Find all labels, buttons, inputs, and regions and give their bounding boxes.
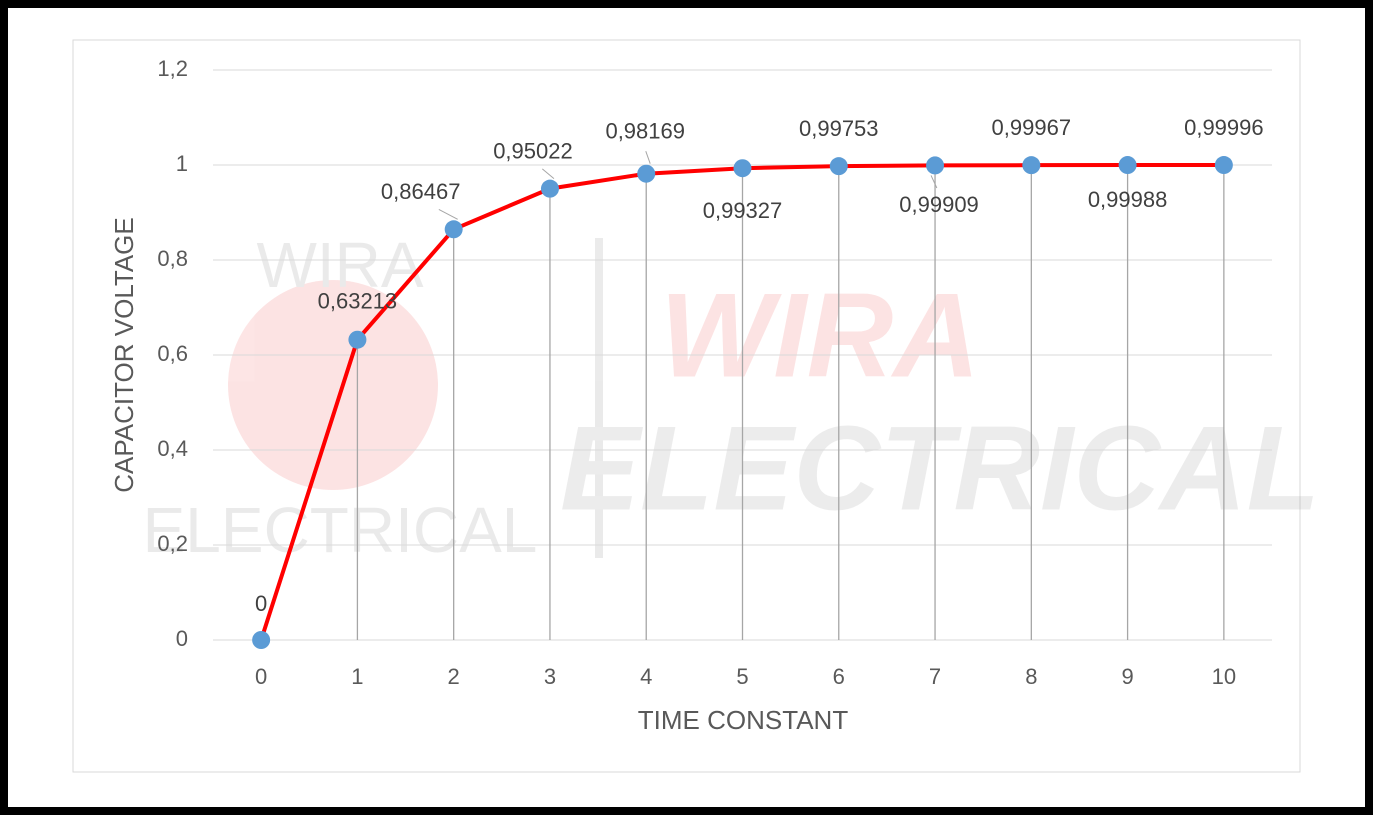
data-label: 0 [255,591,267,616]
point [926,156,945,175]
data-label: 0,99327 [703,198,783,223]
x-tick-label: 6 [833,664,845,689]
data-label: 0,99996 [1184,115,1264,140]
point [540,179,559,198]
x-tick-label: 10 [1212,664,1236,689]
point [1118,156,1137,175]
data-label: 0,99967 [992,115,1072,140]
y-tick-label: 1,2 [157,56,188,81]
point [348,330,367,349]
point [1214,156,1233,175]
watermark-divider [595,238,603,558]
data-label: 0,63213 [318,289,398,314]
data-label: 0,86467 [381,179,461,204]
point [637,164,656,183]
y-tick-label: 0,4 [157,436,188,461]
x-tick-label: 1 [351,664,363,689]
x-tick-label: 4 [640,664,652,689]
point [733,159,752,178]
watermark: WIRA ELECTRICAL WIRA ELECTRICAL [143,229,1320,566]
data-label: 0,99988 [1088,187,1168,212]
point [1022,156,1041,175]
leader-line [645,150,651,164]
y-tick-label: 0,6 [157,341,188,366]
y-tick-label: 0,8 [157,246,188,271]
x-tick-label: 5 [736,664,748,689]
watermark-text: ELECTRICAL [560,402,1320,536]
data-label: 0,95022 [493,138,573,163]
x-tick-label: 3 [544,664,556,689]
y-axis-title: CAPACITOR VOLTAGE [109,217,139,492]
point [829,157,848,176]
x-tick-label: 2 [448,664,460,689]
x-tick-label: 9 [1121,664,1133,689]
x-tick-label: 7 [929,664,941,689]
data-label: 0,98169 [605,119,685,144]
point [444,220,463,239]
data-label: 0,99909 [899,192,979,217]
leader-line [930,175,938,189]
x-axis-title: TIME CONSTANT [638,705,849,735]
watermark-text: WIRA [660,269,980,403]
x-tick-label: 8 [1025,664,1037,689]
watermark-logo [228,280,438,490]
watermark-text: ELECTRICAL [143,494,538,566]
x-tick-label: 0 [255,664,267,689]
point [252,631,271,649]
y-tick-label: 0,2 [157,531,188,556]
y-tick-label: 1 [176,151,188,176]
watermark-text: WIRA [256,229,423,301]
leader-line [438,209,458,220]
leader-line [541,168,555,180]
y-tick-label: 0 [176,626,188,651]
chart-area [72,39,1301,773]
data-label: 0,99753 [799,116,879,141]
